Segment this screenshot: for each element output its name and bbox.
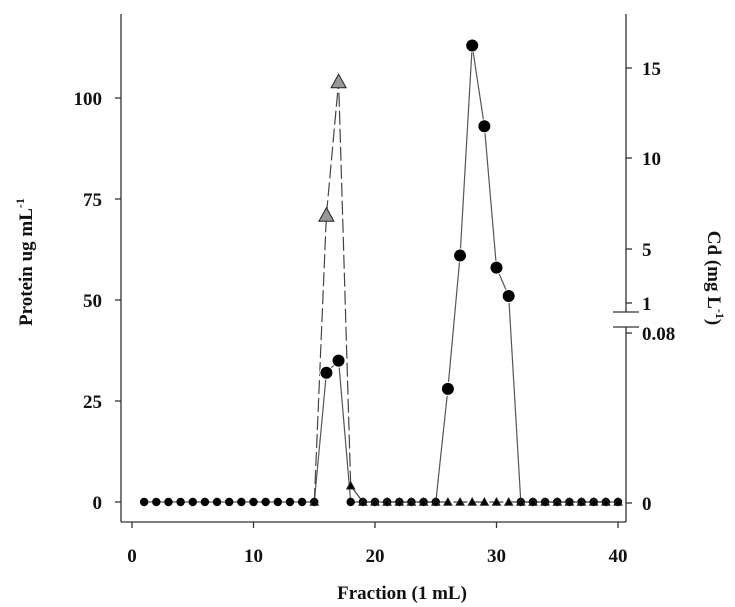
data-point-triangle: [443, 496, 453, 506]
data-point-triangle: [467, 496, 478, 506]
y-tick-label: 0: [93, 493, 103, 514]
data-point-triangle: [540, 496, 550, 506]
data-point-triangle: [552, 496, 563, 506]
data-point-triangle: [358, 496, 368, 506]
y2-axis-title-sup: -1: [713, 309, 727, 319]
data-point-triangle: [430, 496, 441, 506]
y-tick-label: 25: [83, 392, 102, 413]
x-tick-label: 10: [244, 546, 263, 567]
data-point-circle: [237, 497, 246, 507]
y2-axis-title-main: Cd (mg L: [703, 231, 724, 309]
data-point-circle: [261, 497, 270, 507]
series-marks: [139, 38, 623, 507]
data-point-circle: [453, 248, 468, 263]
data-point-circle: [164, 497, 173, 507]
data-point-triangle: [576, 496, 587, 506]
data-point-circle: [188, 497, 197, 507]
data-point-triangle: [370, 496, 380, 506]
y-axis-title-sup: -1: [13, 198, 27, 208]
data-point-circle: [176, 497, 185, 507]
data-point-circle: [440, 381, 455, 396]
data-point-triangle: [330, 73, 347, 89]
y-tick-label: 100: [74, 89, 103, 110]
data-point-circle: [212, 497, 222, 507]
data-point-triangle: [588, 496, 599, 506]
data-point-triangle: [491, 496, 502, 506]
data-point-triangle: [503, 496, 514, 506]
x-tick-label: 0: [127, 546, 137, 567]
data-point-triangle: [406, 496, 417, 506]
data-point-triangle: [345, 480, 356, 490]
x-axis-title: Fraction (1 mL): [337, 583, 467, 604]
x-tick-label: 30: [487, 546, 506, 567]
y2-axis-title-close: ): [703, 319, 724, 325]
y2-axis-title: Cd (mg L-1): [703, 231, 727, 325]
data-point-circle: [477, 119, 492, 134]
y-axis-title: Protein ug mL-1: [13, 198, 37, 326]
x-tick-label: 20: [366, 546, 385, 567]
data-point-circle: [139, 497, 149, 507]
data-point-triangle: [318, 206, 335, 222]
y2-tick-label: 0.08: [642, 324, 675, 345]
data-point-circle: [346, 497, 355, 507]
y-ticks: 0 25 50 75 100: [74, 89, 121, 514]
data-point-circle: [501, 288, 516, 303]
data-point-circle: [225, 497, 234, 507]
data-point-triangle: [309, 496, 320, 506]
series-circle-line: [144, 45, 618, 503]
data-point-circle: [489, 260, 504, 275]
data-point-triangle: [515, 496, 526, 506]
data-point-triangle: [394, 496, 405, 506]
y2-tick-label: 1: [642, 294, 652, 315]
data-point-triangle: [528, 496, 538, 506]
data-point-circle: [285, 497, 295, 507]
data-point-triangle: [564, 496, 575, 506]
data-point-circle: [273, 497, 282, 507]
data-point-circle: [297, 497, 307, 507]
data-point-triangle: [418, 496, 429, 506]
data-point-circle: [465, 38, 480, 53]
series-lines: [144, 45, 618, 503]
y2-tick-label: 15: [642, 59, 661, 80]
y2-tick-label: 0: [642, 494, 652, 515]
x-tick-label: 40: [609, 546, 628, 567]
data-point-triangle: [613, 496, 623, 506]
data-point-circle: [152, 497, 161, 507]
y2-tick-label: 10: [642, 149, 661, 170]
data-point-circle: [249, 497, 258, 507]
data-point-triangle: [455, 496, 465, 506]
y-tick-label: 50: [83, 291, 102, 312]
data-point-circle: [331, 353, 346, 368]
y-tick-label: 75: [83, 190, 102, 211]
data-point-triangle: [382, 496, 392, 506]
data-point-triangle: [479, 496, 490, 506]
data-point-circle: [200, 497, 210, 507]
y-axis-title-main: Protein ug mL: [16, 208, 37, 326]
x-ticks: 0 10 20 30 40: [127, 522, 628, 567]
axes: [120, 14, 639, 523]
data-point-circle: [319, 365, 334, 380]
y2-tick-label: 5: [642, 240, 652, 261]
data-point-triangle: [601, 496, 611, 506]
